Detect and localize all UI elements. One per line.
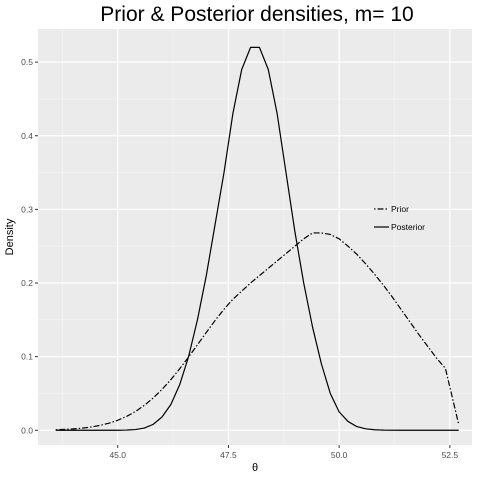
- y-tick-label: 0.3: [21, 204, 33, 214]
- chart-title: Prior & Posterior densities, m= 10: [100, 3, 413, 26]
- x-tick-label: 52.5: [442, 450, 459, 460]
- series-layer: [55, 46, 460, 431]
- series-line-prior: [55, 232, 460, 431]
- y-tick-label: 0.4: [21, 131, 33, 141]
- x-axis-ticks: 45.0 47.5 50.0 52.5: [109, 445, 458, 460]
- grid-minor: [38, 29, 472, 445]
- x-tick-label: 50.0: [331, 450, 348, 460]
- legend-label-prior: Prior: [391, 204, 409, 214]
- y-tick-label: 0.1: [21, 352, 33, 362]
- legend-label-posterior: Posterior: [391, 222, 425, 232]
- y-axis-title: Density: [4, 218, 16, 255]
- y-axis-ticks: 0.0 0.1 0.2 0.3 0.4 0.5: [21, 57, 38, 435]
- x-tick-label: 47.5: [220, 450, 237, 460]
- y-tick-label: 0.5: [21, 57, 33, 67]
- plot-panel: [38, 29, 472, 445]
- legend: Prior Posterior: [374, 204, 425, 232]
- y-tick-label: 0.2: [21, 278, 33, 288]
- y-tick-label: 0.0: [21, 425, 33, 435]
- series-line-posterior: [55, 46, 459, 431]
- x-axis-title: θ: [252, 462, 258, 474]
- x-tick-label: 45.0: [109, 450, 126, 460]
